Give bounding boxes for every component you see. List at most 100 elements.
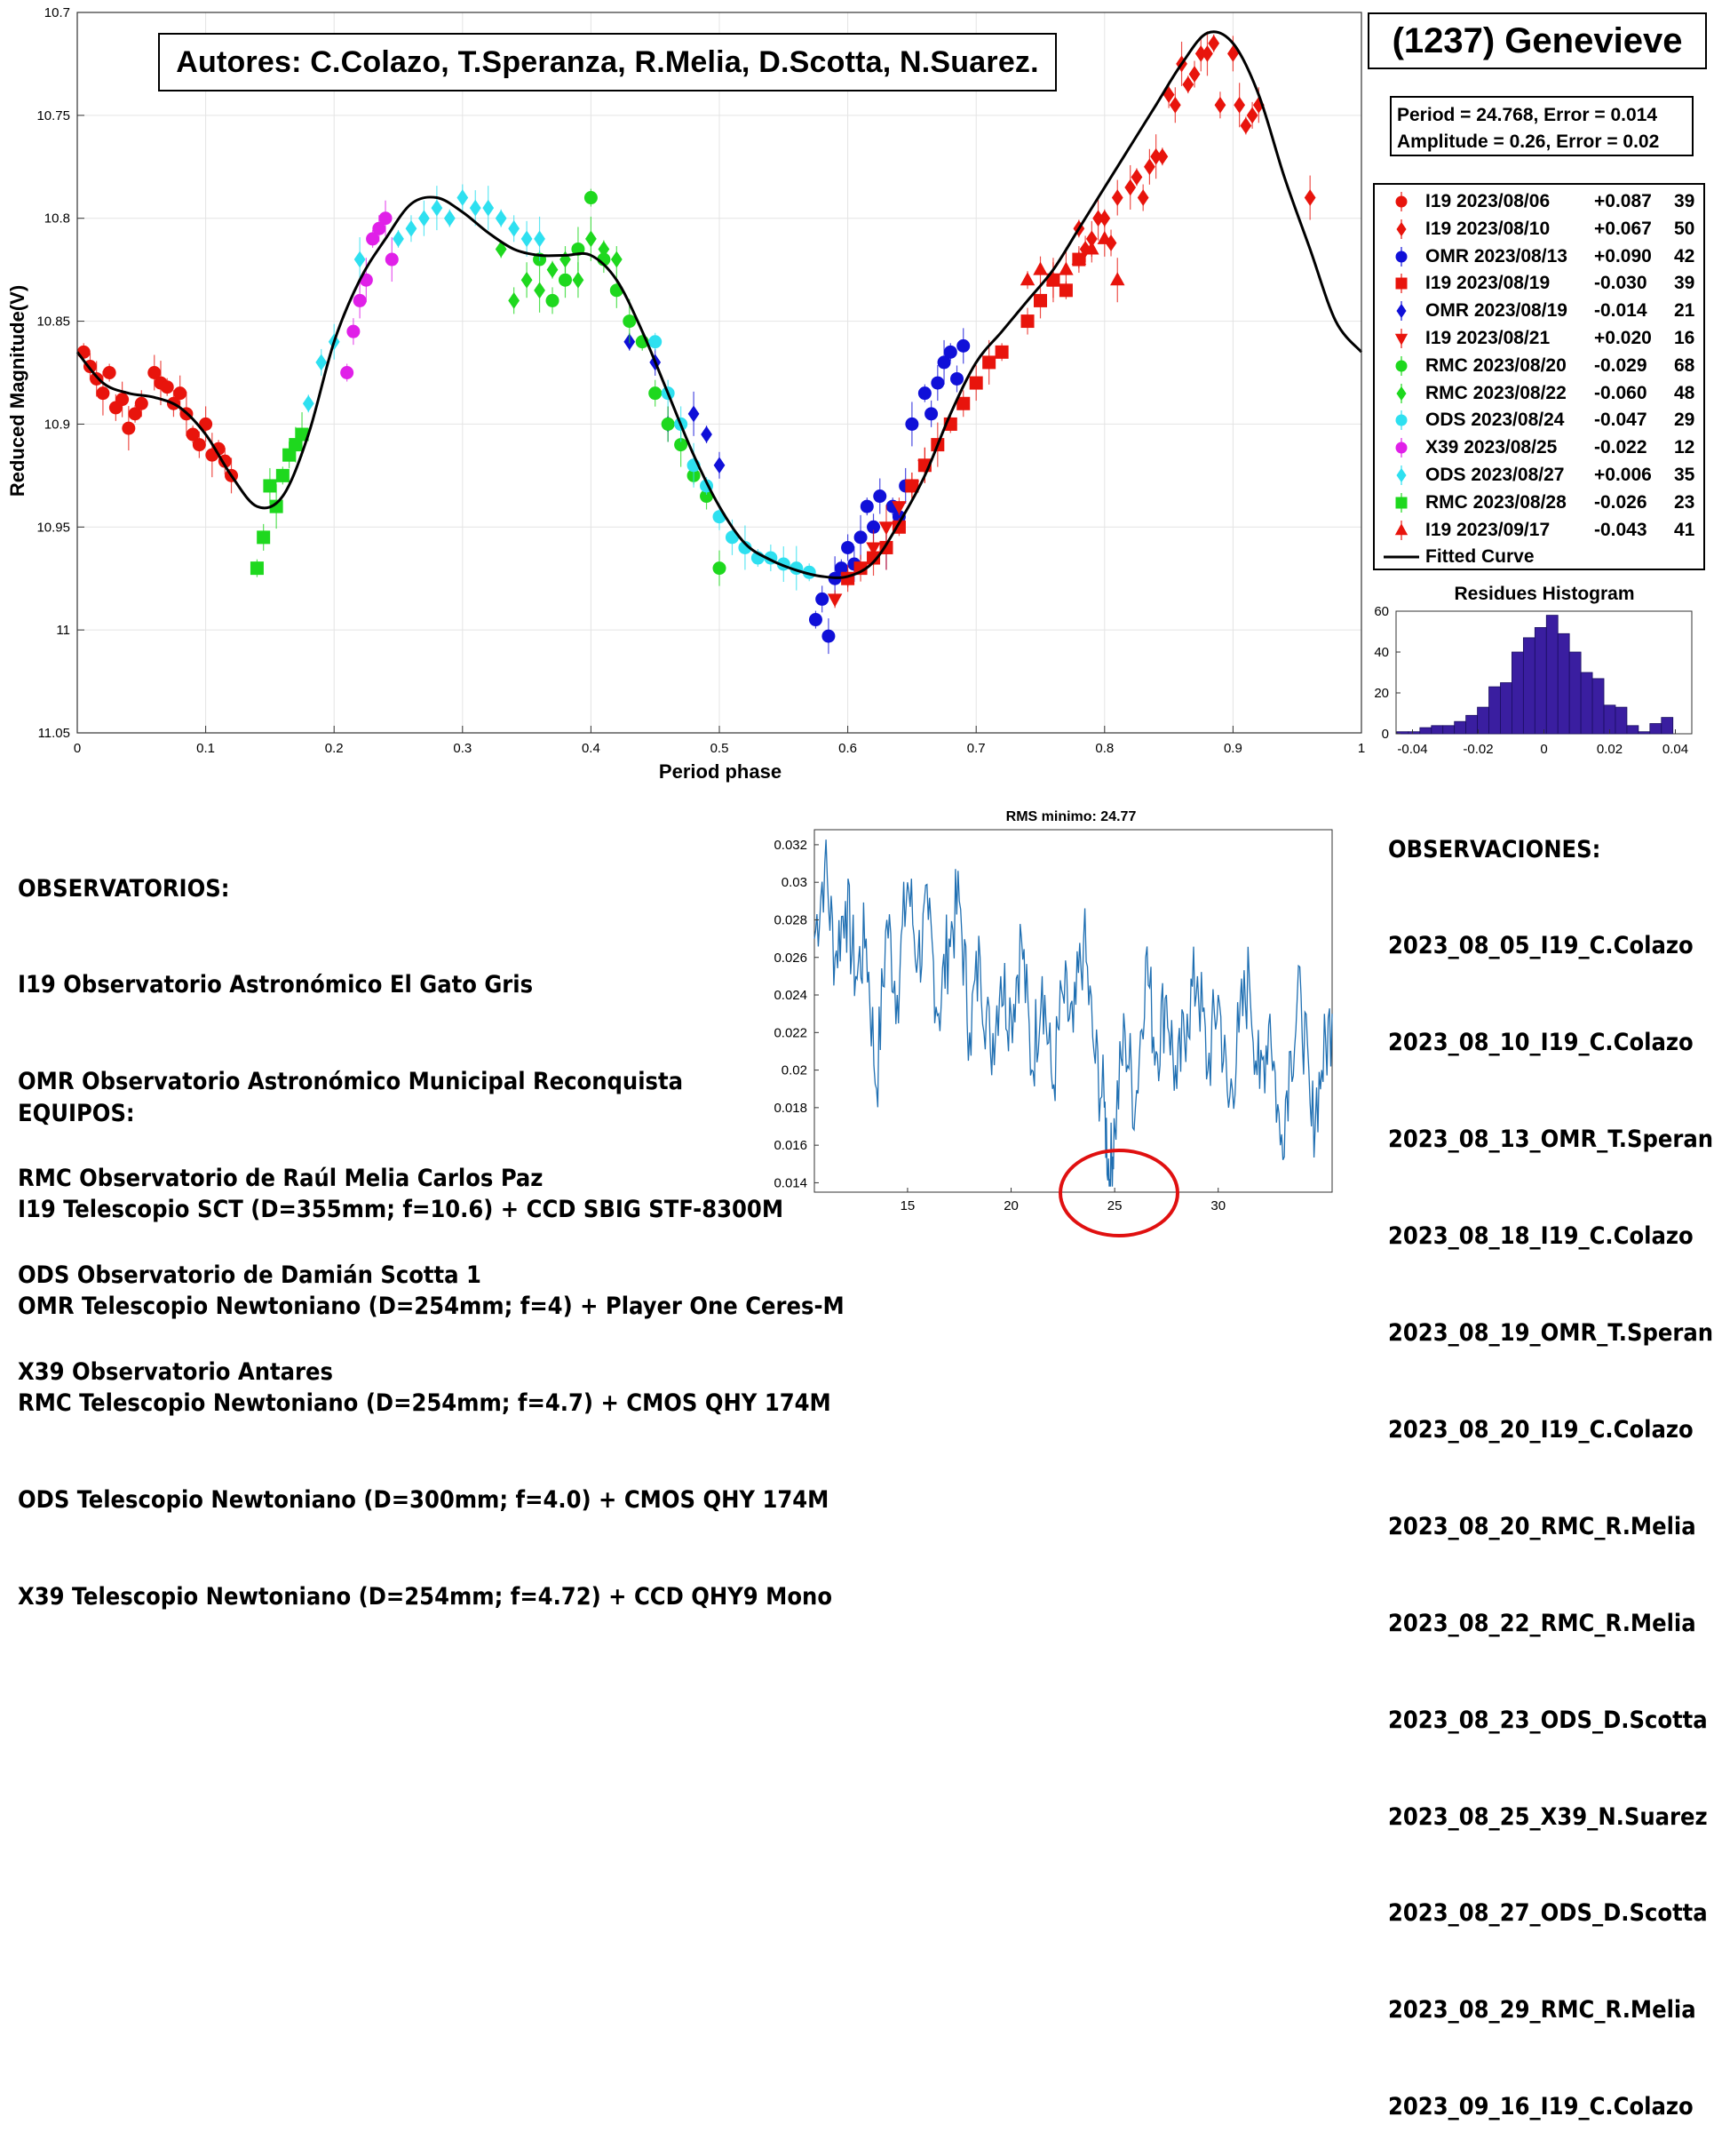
data-point — [1246, 107, 1258, 124]
x-tick-label: 0.4 — [582, 741, 600, 756]
legend-offset: +0.090 — [1594, 245, 1652, 267]
legend-marker — [1395, 438, 1408, 458]
x-tick-label: 1 — [1358, 741, 1365, 756]
data-point — [443, 210, 456, 227]
data-point — [1034, 293, 1047, 307]
rms-y-tick-label: 0.026 — [774, 951, 807, 966]
x-tick-label: 0.3 — [453, 741, 472, 756]
data-point — [1071, 251, 1087, 266]
data-point — [867, 520, 881, 534]
data-point — [192, 438, 206, 452]
data-point — [340, 366, 354, 379]
histogram-bar — [1419, 727, 1432, 735]
figure-canvas: 0 0.1 0.2 0.3 0.4 0.5 0.6 0.7 0.8 0.9 1 10.7 10.75 10… — [6, 5, 1693, 1237]
data-point — [878, 521, 894, 536]
data-point — [558, 273, 572, 287]
histogram-bar — [1557, 632, 1570, 735]
x-tick-label: 0.8 — [1095, 741, 1114, 756]
legend-label: ODS 2023/08/24 — [1425, 410, 1565, 431]
data-point — [598, 241, 610, 258]
data-point — [687, 405, 700, 423]
data-point — [995, 345, 1009, 359]
data-point — [943, 345, 957, 359]
fit-info-box: Period = 24.768, Error = 0.014 Amplitude… — [1390, 96, 1694, 156]
data-point — [482, 199, 495, 217]
data-point — [469, 199, 481, 217]
legend-offset: +0.006 — [1594, 464, 1652, 485]
legend-marker — [1395, 246, 1408, 267]
data-point — [1131, 168, 1143, 186]
data-point — [456, 189, 469, 206]
legend-entry: I19 2023/09/17 -0.043 41 — [1375, 517, 1703, 545]
equipo-line: X39 Telescopio Newtoniano (D=254mm; f=4.… — [18, 1583, 833, 1611]
observacion-line: 2023_08_27_ODS_D.Scotta — [1388, 1899, 1708, 1928]
rms-x-tick-label: 15 — [901, 1198, 916, 1213]
rms-x-tick-label: 25 — [1107, 1198, 1123, 1213]
data-point — [815, 592, 829, 606]
histogram-bar — [1580, 672, 1593, 735]
data-point — [1234, 96, 1246, 114]
data-point — [122, 421, 136, 435]
legend-label: X39 2023/08/25 — [1425, 437, 1558, 458]
histogram-bar — [1626, 725, 1639, 735]
data-point — [1214, 96, 1226, 114]
data-point — [393, 230, 404, 248]
legend-count: 23 — [1674, 491, 1695, 513]
data-point — [860, 499, 874, 513]
data-point — [1097, 230, 1113, 244]
observacion-line: 2023_08_23_ODS_D.Scotta — [1388, 1706, 1708, 1734]
histogram-bar — [1568, 651, 1582, 735]
data-point — [1020, 314, 1035, 329]
legend-entry: RMC 2023/08/20 -0.029 68 — [1375, 353, 1703, 380]
observacion-line: 2023_08_19_OMR_T.Speranza — [1388, 1319, 1714, 1348]
data-point — [353, 293, 367, 307]
data-point — [508, 219, 520, 237]
observacion-line: 2023_08_22_RMC_R.Melia — [1388, 1609, 1696, 1637]
data-point — [841, 540, 855, 554]
histogram-bar — [1591, 678, 1605, 735]
data-point — [1033, 261, 1048, 275]
legend-label: RMC 2023/08/28 — [1425, 491, 1567, 513]
y-tick-label: 10.85 — [36, 314, 70, 330]
histogram-bar — [1454, 720, 1467, 735]
data-point — [431, 199, 443, 217]
data-point — [1020, 272, 1036, 286]
histogram-bar — [1408, 731, 1421, 735]
histogram-x-tick-label: 0 — [1540, 742, 1547, 757]
main-y-axis-label: Reduced Magnitude(V) — [6, 285, 28, 497]
histogram-x-tick-label: 0.02 — [1597, 742, 1623, 757]
legend-count: 68 — [1674, 354, 1695, 376]
data-point — [950, 371, 964, 386]
y-tick-label: 10.8 — [44, 211, 70, 227]
data-point — [250, 561, 264, 576]
data-point — [405, 219, 417, 237]
legend-label: OMR 2023/08/19 — [1425, 300, 1567, 322]
plot-frame — [76, 12, 1362, 734]
legend-count: 41 — [1674, 519, 1695, 540]
data-point — [1092, 210, 1104, 227]
observatorios-block: OBSERVATORIOS: I19 Observatorio Astronóm… — [18, 808, 683, 1421]
data-point — [1202, 44, 1213, 62]
data-point — [583, 191, 598, 205]
data-point — [366, 232, 380, 246]
data-point — [269, 499, 283, 513]
period-line: Period = 24.768, Error = 0.014 — [1397, 105, 1658, 125]
data-point — [866, 542, 881, 556]
observacion-line: 2023_08_20_RMC_R.Melia — [1388, 1512, 1696, 1540]
legend-entry: RMC 2023/08/28 -0.026 23 — [1375, 489, 1703, 517]
rms-y-tick-label: 0.014 — [774, 1175, 807, 1190]
legend-entry: I19 2023/08/19 -0.030 39 — [1375, 270, 1703, 298]
rms-y-tick-label: 0.02 — [782, 1063, 807, 1078]
observacion-line: 2023_09_16_I19_C.Colazo — [1388, 2093, 1694, 2121]
histogram-x-tick-label: -0.02 — [1463, 742, 1493, 757]
observatorio-line: OMR Observatorio Astronómico Municipal R… — [18, 1068, 684, 1096]
legend-label: I19 2023/08/06 — [1425, 191, 1551, 211]
legend-label: ODS 2023/08/27 — [1425, 464, 1565, 485]
data-point — [1156, 147, 1169, 165]
data-point — [892, 501, 907, 515]
legend-marker — [1395, 410, 1408, 431]
legend-count: 39 — [1674, 273, 1695, 294]
rms-y-tick-label: 0.03 — [782, 875, 807, 890]
observacion-line: 2023_08_05_I19_C.Colazo — [1388, 932, 1694, 960]
histogram-bar — [1661, 717, 1674, 735]
